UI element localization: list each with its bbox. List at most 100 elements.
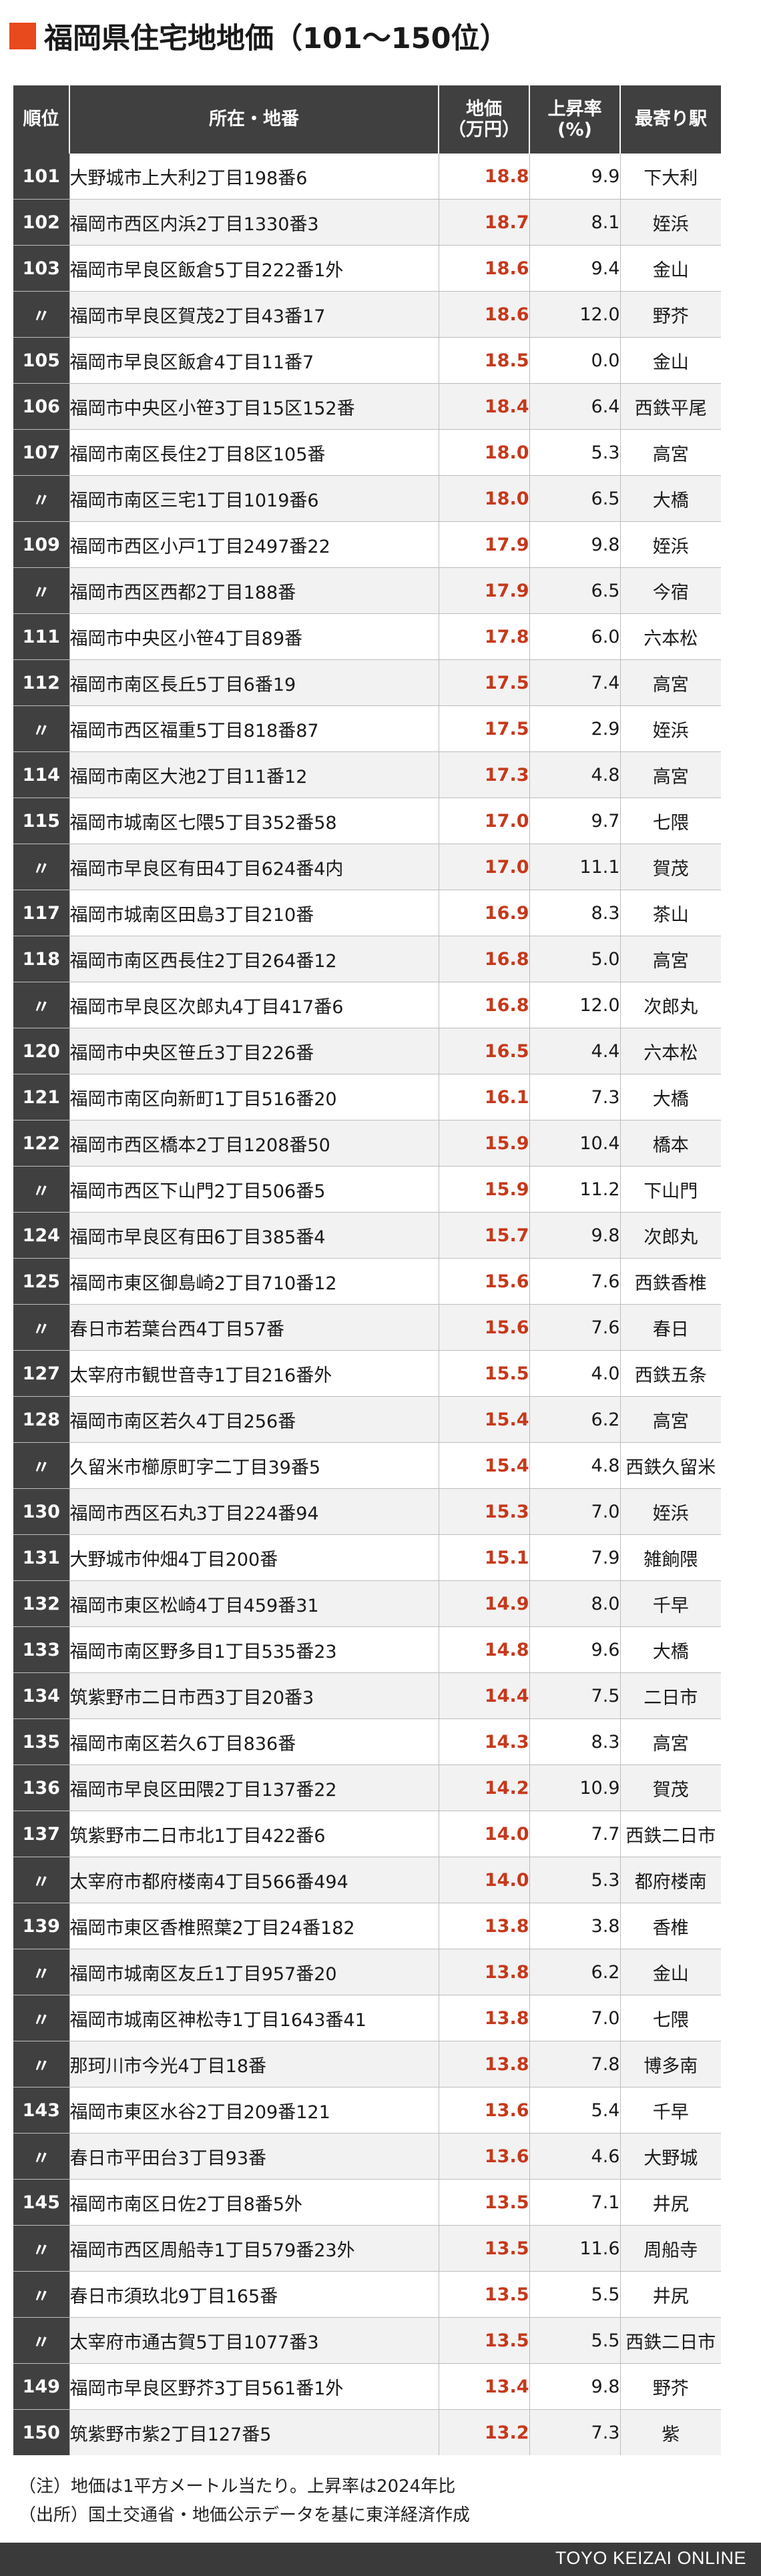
price-cell: 18.6: [439, 245, 530, 292]
station-cell: 高宮: [620, 659, 721, 706]
header-rate-line1: 上昇率: [547, 98, 602, 119]
table-row: 131 大野城市仲畑4丁目200番 15.1 7.9 雑餉隈: [13, 1534, 721, 1581]
price-cell: 14.3: [439, 1718, 530, 1765]
header-rank: 順位: [13, 85, 70, 153]
station-cell: 西鉄五条: [620, 1350, 721, 1397]
notes: （注）地価は1平方メートル当たり。上昇率は2024年比 （出所）国土交通省・地価…: [19, 2473, 470, 2530]
price-cell: 18.0: [439, 475, 530, 522]
address-cell: 福岡市早良区田隈2丁目137番22: [69, 1764, 439, 1811]
rate-cell: 8.1: [529, 199, 621, 246]
rank-cell: 〃: [13, 1304, 70, 1351]
station-cell: 高宮: [620, 751, 721, 798]
price-cell: 18.5: [439, 337, 530, 384]
address-cell: 那珂川市今光4丁目18番: [69, 2041, 439, 2087]
rate-cell: 10.4: [529, 1120, 621, 1167]
rate-cell: 8.0: [529, 1580, 621, 1627]
price-cell: 15.4: [439, 1442, 530, 1489]
table-row: 130 福岡市西区石丸3丁目224番94 15.3 7.0 姪浜: [13, 1488, 721, 1535]
table-row: 121 福岡市南区向新町1丁目516番20 16.1 7.3 大橋: [13, 1074, 721, 1120]
price-cell: 18.0: [439, 429, 530, 476]
rate-cell: 7.7: [529, 1811, 621, 1857]
price-cell: 15.9: [439, 1120, 530, 1167]
rate-cell: 2.9: [529, 705, 621, 752]
rank-cell: 〃: [13, 475, 70, 522]
rate-cell: 6.5: [529, 475, 621, 522]
table-row: 125 福岡市東区御島崎2丁目710番12 15.6 7.6 西鉄香椎: [13, 1258, 721, 1305]
rank-cell: 〃: [13, 2271, 70, 2318]
price-cell: 18.4: [439, 383, 530, 430]
table-row: 112 福岡市南区長丘5丁目6番19 17.5 7.4 高宮: [13, 659, 721, 706]
header-rate: 上昇率 (%): [529, 85, 621, 153]
station-cell: 今宿: [620, 567, 721, 614]
rate-cell: 9.9: [529, 153, 621, 200]
station-cell: 西鉄久留米: [620, 1442, 721, 1489]
address-cell: 春日市若葉台西4丁目57番: [69, 1304, 439, 1351]
station-cell: 下山門: [620, 1166, 721, 1213]
rank-cell: 137: [13, 1811, 70, 1857]
station-cell: 西鉄二日市: [620, 2317, 721, 2364]
station-cell: 香椎: [620, 1903, 721, 1949]
price-cell: 16.8: [439, 936, 530, 982]
price-cell: 13.5: [439, 2317, 530, 2364]
price-cell: 13.5: [439, 2225, 530, 2272]
rank-cell: 112: [13, 659, 70, 706]
rank-cell: 〃: [13, 2133, 70, 2180]
station-cell: 姪浜: [620, 705, 721, 752]
address-cell: 福岡市西区小戸1丁目2497番22: [69, 521, 439, 568]
address-cell: 筑紫野市紫2丁目127番5: [69, 2409, 439, 2455]
address-cell: 太宰府市通古賀5丁目1077番3: [69, 2317, 439, 2364]
rate-cell: 7.6: [529, 1304, 621, 1351]
rate-cell: 8.3: [529, 890, 621, 936]
rate-cell: 7.8: [529, 2041, 621, 2087]
station-cell: 大橋: [620, 1074, 721, 1120]
table-row: 137 筑紫野市二日市北1丁目422番6 14.0 7.7 西鉄二日市: [13, 1811, 721, 1857]
station-cell: 七隈: [620, 797, 721, 844]
station-cell: 大野城: [620, 2133, 721, 2180]
price-cell: 15.7: [439, 1212, 530, 1259]
rank-cell: 111: [13, 613, 70, 660]
address-cell: 福岡市東区水谷2丁目209番121: [69, 2087, 439, 2134]
rank-cell: 〃: [13, 2041, 70, 2087]
address-cell: 福岡市西区石丸3丁目224番94: [69, 1488, 439, 1535]
rank-cell: 132: [13, 1580, 70, 1627]
station-cell: 雑餉隈: [620, 1534, 721, 1581]
rank-cell: 128: [13, 1396, 70, 1443]
station-cell: 六本松: [620, 613, 721, 660]
table-row: 105 福岡市早良区飯倉4丁目11番7 18.5 0.0 金山: [13, 337, 721, 384]
table-row: 150 筑紫野市紫2丁目127番5 13.2 7.3 紫: [13, 2409, 721, 2455]
table-row: 〃久留米市櫛原町字二丁目39番5 15.4 4.8 西鉄久留米: [13, 1442, 721, 1489]
rank-cell: 143: [13, 2087, 70, 2134]
station-cell: 金山: [620, 337, 721, 384]
rank-cell: 121: [13, 1074, 70, 1120]
price-cell: 18.7: [439, 199, 530, 246]
table-row: 〃春日市若葉台西4丁目57番 15.6 7.6 春日: [13, 1304, 721, 1351]
table-row: 〃福岡市早良区有田4丁目624番4内 17.0 11.1 賀茂: [13, 844, 721, 890]
address-cell: 福岡市南区三宅1丁目1019番6: [69, 475, 439, 522]
rate-cell: 7.1: [529, 2179, 621, 2226]
rank-cell: 127: [13, 1350, 70, 1397]
rank-cell: 115: [13, 797, 70, 844]
address-cell: 福岡市早良区有田6丁目385番4: [69, 1212, 439, 1259]
address-cell: 福岡市早良区飯倉4丁目11番7: [69, 337, 439, 384]
rate-cell: 4.0: [529, 1350, 621, 1397]
table-row: 〃那珂川市今光4丁目18番 13.8 7.8 博多南: [13, 2041, 721, 2087]
rate-cell: 4.8: [529, 1442, 621, 1489]
title-accent-square: [9, 23, 36, 49]
table-row: 133 福岡市南区野多目1丁目535番23 14.8 9.6 大橋: [13, 1626, 721, 1673]
table-row: 136 福岡市早良区田隈2丁目137番22 14.2 10.9 賀茂: [13, 1764, 721, 1811]
station-cell: 賀茂: [620, 844, 721, 890]
rank-cell: 〃: [13, 1857, 70, 1903]
address-cell: 福岡市東区御島崎2丁目710番12: [69, 1258, 439, 1305]
address-cell: 福岡市中央区笹丘3丁目226番: [69, 1028, 439, 1074]
rank-cell: 〃: [13, 291, 70, 338]
rate-cell: 9.7: [529, 797, 621, 844]
table-row: 145 福岡市南区日佐2丁目8番5外 13.5 7.1 井尻: [13, 2179, 721, 2226]
table-row: 〃福岡市南区三宅1丁目1019番6 18.0 6.5 大橋: [13, 475, 721, 522]
price-cell: 13.4: [439, 2363, 530, 2410]
rate-cell: 5.3: [529, 429, 621, 476]
price-cell: 16.9: [439, 890, 530, 936]
rate-cell: 3.8: [529, 1903, 621, 1949]
station-cell: 高宮: [620, 1396, 721, 1443]
table-row: 〃太宰府市都府楼南4丁目566番494 14.0 5.3 都府楼南: [13, 1857, 721, 1903]
station-cell: 賀茂: [620, 1764, 721, 1811]
